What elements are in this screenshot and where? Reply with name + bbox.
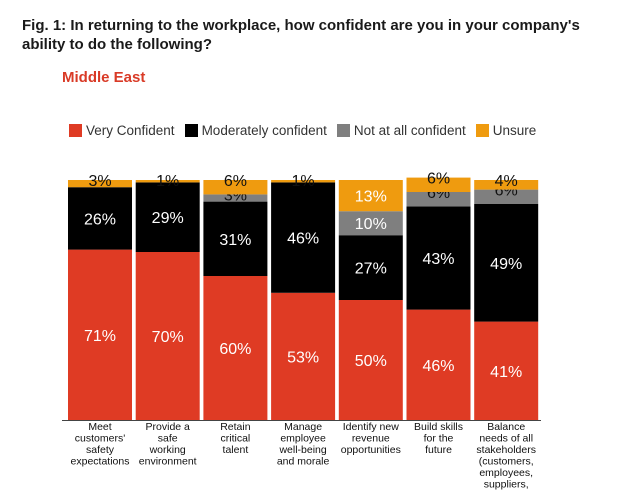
data-label: 53% <box>287 349 319 366</box>
bar-segment <box>406 192 471 207</box>
bar-segment <box>474 180 539 190</box>
bar-segment <box>338 180 403 212</box>
bar-segment <box>406 309 471 420</box>
bar-segment <box>474 189 539 204</box>
legend-label: Unsure <box>492 122 537 138</box>
data-label: 26% <box>84 211 116 228</box>
legend-label: Very Confident <box>86 122 175 138</box>
data-label: 6% <box>224 173 247 190</box>
legend-swatch <box>336 123 350 137</box>
data-label: 10% <box>355 216 387 233</box>
category-label: Build skills for the future <box>414 421 463 456</box>
data-label: 4% <box>495 173 518 190</box>
bar-segment <box>68 249 132 420</box>
bar-segment <box>474 321 539 420</box>
data-label: 3% <box>88 173 111 190</box>
data-label: 71% <box>84 328 116 345</box>
bar-segment <box>68 187 132 250</box>
legend-item: Unsure <box>475 122 537 138</box>
data-label: 60% <box>219 341 251 358</box>
legend-swatch <box>475 123 489 137</box>
bar-segment <box>271 292 336 420</box>
legend-swatch <box>184 123 198 137</box>
category-label: Manage employee well-being and morale <box>277 421 330 468</box>
data-label: 43% <box>422 251 454 268</box>
chart-title: Fig. 1: In returning to the workplace, h… <box>22 17 580 53</box>
legend-swatch <box>69 123 82 137</box>
data-label: 46% <box>422 358 454 375</box>
data-label: 50% <box>355 353 387 370</box>
data-label: 27% <box>355 261 387 278</box>
bar-segment <box>338 300 403 420</box>
data-label: 1% <box>292 173 315 190</box>
bar-segment <box>135 180 200 183</box>
bar-segment <box>474 204 539 322</box>
data-label: 6% <box>427 171 450 188</box>
bar-segment <box>203 201 268 276</box>
chart-subtitle: Middle East <box>62 69 146 86</box>
data-label: 70% <box>152 329 184 346</box>
legend: Very Confident Moderately confident Not at… <box>69 121 546 139</box>
data-label: 41% <box>490 364 522 381</box>
data-label: 29% <box>152 210 184 227</box>
legend-label: Moderately confident <box>201 122 327 138</box>
category-label: Meet customers' safety expectations <box>71 421 130 468</box>
bar-segment <box>271 182 336 293</box>
bar-segment <box>68 180 132 188</box>
legend-label: Not at all confident <box>353 122 466 138</box>
bar-segment <box>406 177 471 192</box>
legend-item: Not at all confident <box>336 122 466 138</box>
data-label: 49% <box>490 256 522 273</box>
bar-segment <box>203 194 268 202</box>
category-label: Retain critical talent <box>220 421 251 456</box>
bar-segment <box>271 180 336 183</box>
bar-segment <box>135 252 200 420</box>
bar-segment <box>203 276 268 420</box>
category-label: Identify new revenue opportunities <box>341 421 401 456</box>
data-label: 46% <box>287 231 319 248</box>
legend-item: Very Confident <box>69 123 175 138</box>
bar-segment <box>338 211 403 236</box>
legend-item: Moderately confident <box>184 122 327 138</box>
data-label: 13% <box>355 189 387 206</box>
data-label: 1% <box>156 173 179 190</box>
bar-segment <box>135 182 200 252</box>
category-label: Provide a safe working environment <box>139 421 197 468</box>
bar-segment <box>203 180 268 195</box>
category-label: Balance needs of all stakeholders (customer… <box>476 421 536 490</box>
bar-segment <box>406 206 471 310</box>
bar-segment <box>338 235 403 300</box>
data-label: 31% <box>219 232 251 249</box>
